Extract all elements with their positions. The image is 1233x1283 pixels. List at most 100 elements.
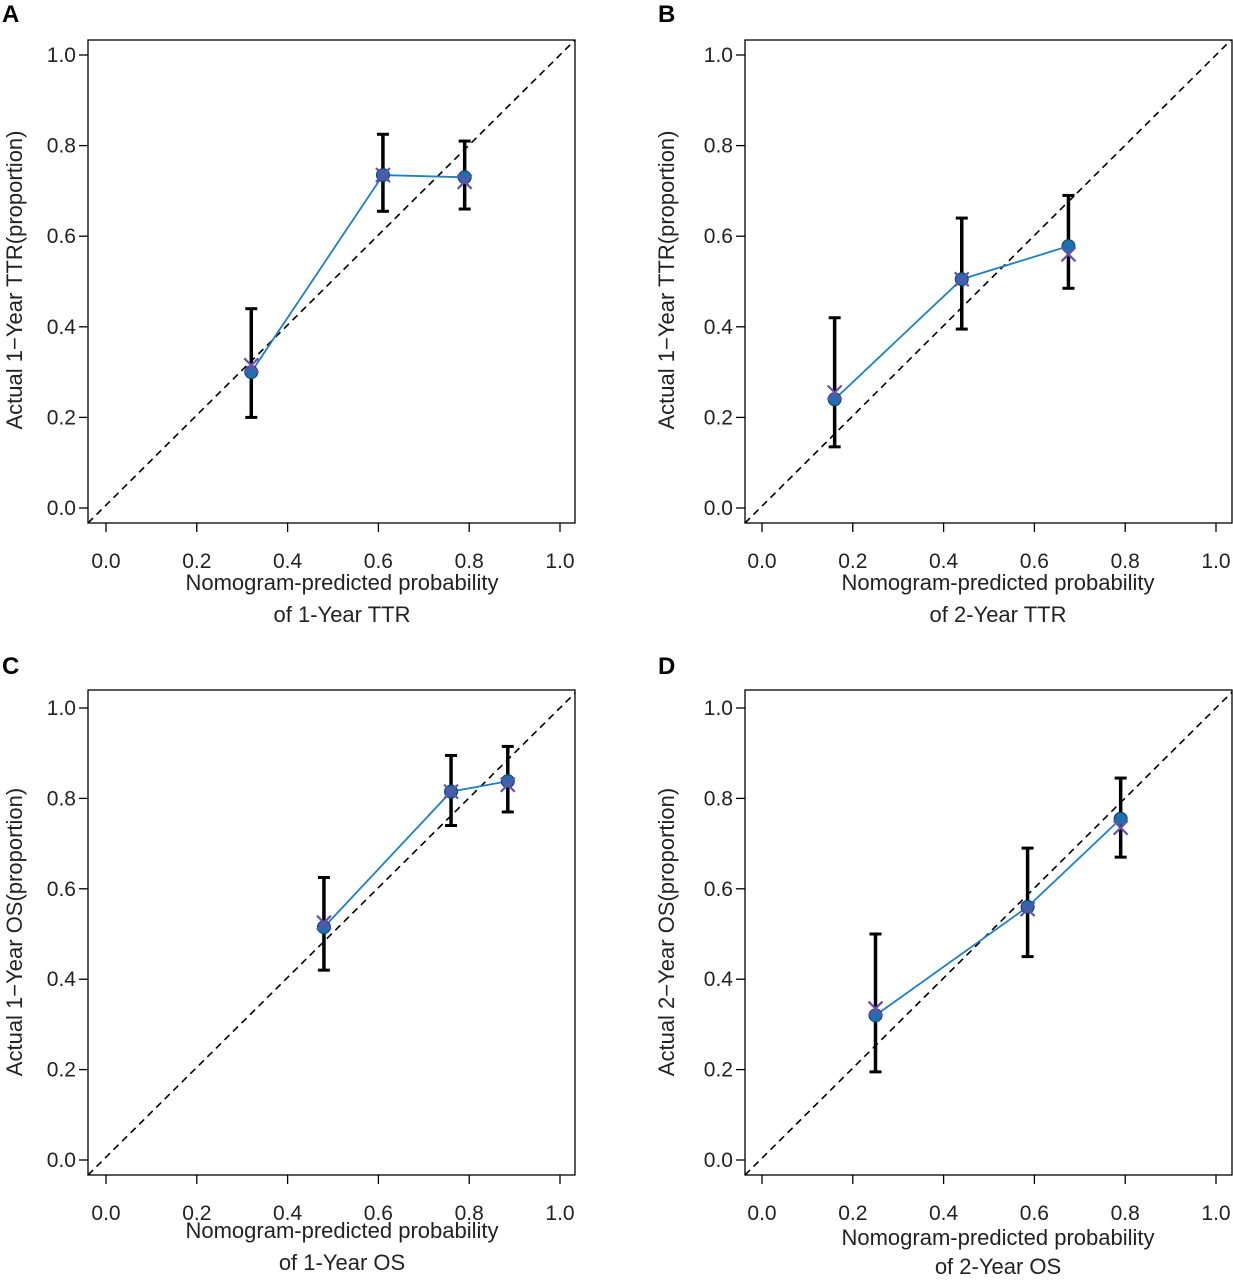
y-axis-title: Actual 1−Year TTR(proportion) (2, 131, 27, 430)
corrected-point-marker (500, 777, 516, 793)
y-tick-label: 0.2 (47, 1059, 76, 1082)
x-axis-title-line2: of 2-Year OS (935, 1254, 1061, 1279)
x-tick-label: 0.0 (91, 550, 120, 573)
x-axis-title-line1: Nomogram-predicted probability (185, 1218, 498, 1243)
x-tick-label: 0.6 (364, 550, 393, 573)
calibration-line (834, 245, 1069, 400)
corrected-point-marker (375, 167, 391, 183)
x-tick-label: 0.0 (747, 550, 776, 573)
x-tick-label: 0.4 (273, 1202, 303, 1225)
plot-frame (87, 689, 576, 1176)
panel-letter: B (658, 1, 675, 28)
x-tick-label: 0.6 (1020, 1202, 1049, 1225)
y-tick-label: 0.4 (704, 316, 734, 339)
y-tick-label: 1.0 (47, 697, 76, 720)
x-axis-title-line2: of 1-Year TTR (274, 602, 411, 627)
corrected-point-marker (443, 783, 459, 800)
x-tick-label: 0.6 (364, 1202, 393, 1225)
observed-point (457, 170, 472, 185)
y-tick-label: 0.4 (47, 316, 77, 339)
y-tick-label: 1.0 (47, 44, 76, 67)
x-tick-label: 0.8 (455, 550, 484, 573)
y-tick-label: 0.4 (47, 968, 77, 991)
observed-point (500, 774, 515, 789)
observed-point (868, 1008, 883, 1023)
calibration-panel-d: D 0.0 0.2 0.4 0.6 0.8 1.0 0.0 0.2 0.4 0.6 0.8 1.0 Nom… (654, 653, 1233, 1279)
corrected-point-marker (826, 384, 843, 401)
x-tick-label: 0.2 (182, 1202, 211, 1225)
corrected-point-marker (1112, 820, 1129, 836)
ideal-calibration-line (744, 691, 1233, 1176)
y-tick-label: 1.0 (704, 697, 733, 720)
ideal-calibration-line (87, 39, 576, 524)
x-tick-label: 0.4 (273, 550, 303, 573)
observed-point (1113, 811, 1128, 826)
y-tick-label: 0.6 (47, 878, 76, 901)
y-tick-label: 0.2 (47, 406, 76, 429)
plot-frame (87, 39, 576, 524)
y-tick-label: 0.2 (704, 1059, 733, 1082)
corrected-point-marker (1060, 246, 1077, 263)
y-tick-label: 0.0 (704, 497, 733, 520)
calibration-line (250, 174, 465, 373)
observed-point (827, 392, 842, 407)
x-tick-label: 0.8 (1111, 550, 1140, 573)
ideal-calibration-line (744, 39, 1232, 524)
x-tick-label: 1.0 (1201, 1202, 1230, 1225)
y-tick-label: 0.0 (47, 1149, 76, 1172)
y-tick-label: 0.8 (704, 787, 733, 810)
x-tick-label: 0.2 (182, 550, 211, 573)
x-tick-label: 0.0 (747, 1202, 776, 1225)
y-tick-label: 0.6 (704, 878, 733, 901)
y-tick-label: 0.6 (704, 225, 733, 248)
x-tick-label: 0.4 (929, 1202, 959, 1225)
x-axis-title-line1: Nomogram-predicted probability (841, 570, 1154, 595)
y-tick-label: 0.0 (704, 1149, 733, 1172)
plot-frame (744, 39, 1233, 524)
y-axis-title: Actual 2−Year OS(proportion) (654, 788, 679, 1076)
panel-letter: C (2, 653, 19, 680)
y-axis-title: Actual 1−Year TTR(proportion) (654, 131, 679, 430)
corrected-point-marker (316, 914, 332, 931)
x-tick-label: 0.0 (91, 1202, 120, 1225)
calibration-panel-b: B 0.0 0.2 0.4 0.6 0.8 1.0 0.0 0.2 0.4 0.6 0.8 1.0 Nom… (654, 1, 1233, 627)
x-tick-label: 1.0 (545, 1202, 574, 1225)
x-tick-label: 0.4 (929, 550, 959, 573)
panel-letter: D (658, 653, 675, 680)
x-axis-title-line1: Nomogram-predicted probability (841, 1225, 1154, 1250)
corrected-point-marker (1019, 901, 1036, 917)
calibration-panel-c: C 0.0 0.2 0.4 0.6 0.8 1.0 0.0 0.2 0.4 0.6 0.8 1.0 Nom… (2, 653, 576, 1275)
panel-letter: A (2, 1, 19, 28)
x-tick-label: 0.6 (1020, 550, 1049, 573)
y-tick-label: 0.0 (47, 497, 76, 520)
observed-point (1020, 899, 1035, 914)
calibration-panel-a: A 0.0 0.2 0.4 0.6 0.8 1.0 0.0 0.2 0.4 0.6 0.8 1.0 Nom… (2, 1, 576, 627)
y-axis-title: Actual 1−Year OS(proportion) (2, 788, 27, 1076)
observed-point (244, 365, 259, 380)
corrected-point-marker (867, 1000, 884, 1017)
calibration-line (874, 818, 1122, 1017)
y-tick-label: 0.6 (47, 225, 76, 248)
x-tick-label: 0.8 (1111, 1202, 1140, 1225)
x-tick-label: 0.2 (838, 550, 867, 573)
y-tick-label: 0.4 (704, 968, 734, 991)
calibration-line (323, 780, 508, 928)
x-tick-label: 0.8 (455, 1202, 484, 1225)
x-axis-title-line1: Nomogram-predicted probability (185, 570, 498, 595)
x-tick-label: 1.0 (545, 550, 574, 573)
y-tick-label: 1.0 (704, 44, 733, 67)
x-tick-label: 0.2 (838, 1202, 867, 1225)
corrected-point-marker (243, 357, 260, 374)
ideal-calibration-line (87, 692, 576, 1176)
corrected-point-marker (953, 271, 970, 288)
y-tick-label: 0.2 (704, 406, 733, 429)
corrected-point-marker (456, 174, 473, 190)
observed-point (1061, 239, 1076, 254)
plot-frame (744, 689, 1233, 1176)
y-tick-label: 0.8 (704, 135, 733, 158)
y-tick-label: 0.8 (47, 135, 76, 158)
y-tick-label: 0.8 (47, 787, 76, 810)
x-tick-label: 1.0 (1201, 550, 1230, 573)
observed-point (316, 920, 331, 935)
